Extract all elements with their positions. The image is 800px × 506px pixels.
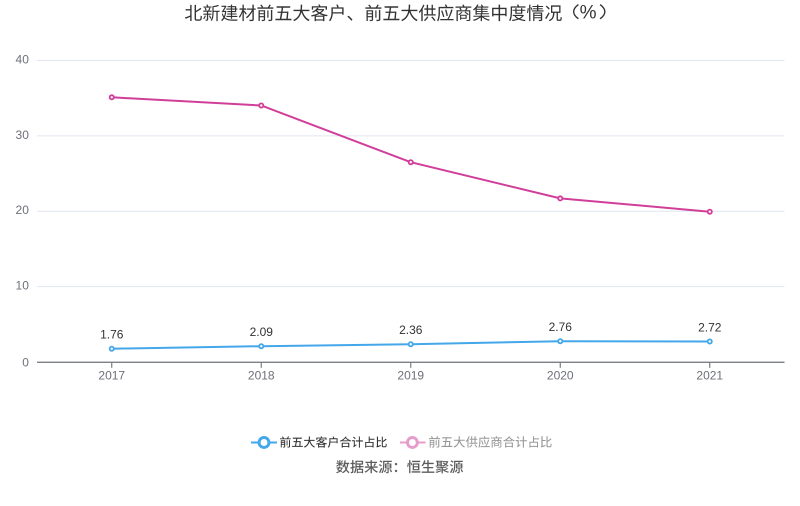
svg-text:2.09: 2.09 xyxy=(250,325,274,339)
svg-text:40: 40 xyxy=(16,52,30,66)
svg-text:%: % xyxy=(580,3,597,24)
svg-text:2.72: 2.72 xyxy=(698,321,722,335)
svg-text:2020: 2020 xyxy=(547,369,574,383)
svg-text:2018: 2018 xyxy=(248,369,275,383)
svg-text:10: 10 xyxy=(16,279,30,293)
svg-text:1.76: 1.76 xyxy=(100,328,124,342)
svg-text:2.36: 2.36 xyxy=(399,323,423,337)
svg-text:0: 0 xyxy=(22,355,29,369)
svg-text:2019: 2019 xyxy=(397,369,424,383)
svg-text:2021: 2021 xyxy=(696,369,723,383)
svg-text:2.76: 2.76 xyxy=(549,320,573,334)
svg-text:20: 20 xyxy=(16,203,30,217)
svg-text:30: 30 xyxy=(16,128,30,142)
svg-text:2017: 2017 xyxy=(98,369,125,383)
